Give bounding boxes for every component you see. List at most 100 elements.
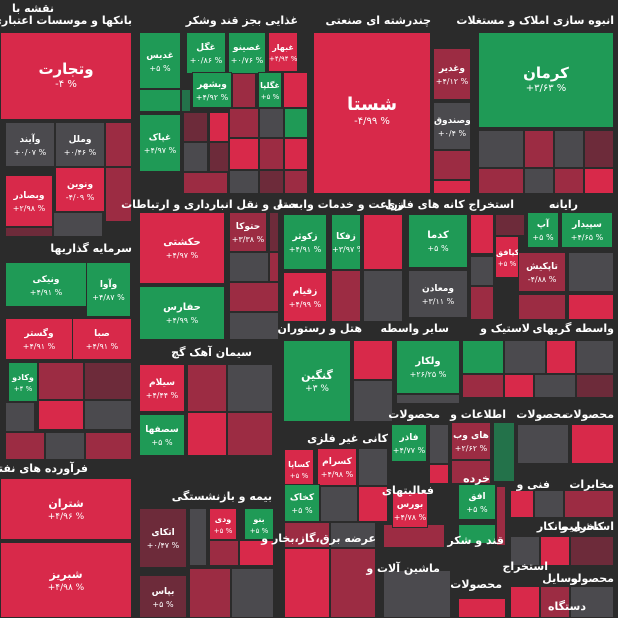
treemap-cell[interactable] xyxy=(259,170,284,194)
treemap-cell[interactable] xyxy=(229,170,259,194)
treemap-cell[interactable] xyxy=(105,122,132,167)
treemap-cell[interactable] xyxy=(554,130,584,168)
treemap-tile[interactable]: وتجارت -۴ % xyxy=(0,32,132,120)
treemap-tile[interactable]: فاذر +۴/۷۷ % xyxy=(391,424,427,462)
treemap-cell[interactable] xyxy=(5,402,35,432)
treemap-cell[interactable] xyxy=(510,490,534,518)
treemap-cell[interactable] xyxy=(239,540,274,566)
treemap-cell[interactable] xyxy=(183,112,208,142)
treemap-cell[interactable] xyxy=(209,540,239,566)
treemap-cell[interactable] xyxy=(5,227,53,237)
treemap-cell[interactable] xyxy=(183,142,208,172)
treemap-cell[interactable] xyxy=(584,168,614,194)
treemap-cell[interactable] xyxy=(284,108,308,138)
treemap-tile[interactable]: صبا +۴/۹۱ % xyxy=(72,318,132,360)
treemap-cell[interactable] xyxy=(232,72,256,108)
treemap-cell[interactable] xyxy=(495,214,525,236)
treemap-cell[interactable] xyxy=(458,598,506,618)
treemap-cell[interactable] xyxy=(320,486,358,522)
treemap-cell[interactable] xyxy=(229,138,259,170)
treemap-tile[interactable]: ونیکی +۴/۹۱ % xyxy=(5,262,87,307)
treemap-cell[interactable] xyxy=(470,256,494,286)
treemap-tile[interactable]: غگل +۰/۸۶ % xyxy=(186,32,226,74)
treemap-tile[interactable]: حفارس +۴/۹۹ % xyxy=(139,286,225,340)
treemap-cell[interactable] xyxy=(524,168,554,194)
treemap-cell[interactable] xyxy=(229,108,259,138)
treemap-cell[interactable] xyxy=(576,340,614,374)
treemap-cell[interactable] xyxy=(330,548,376,618)
treemap-tile[interactable]: وکادو +۴ % xyxy=(8,362,38,402)
treemap-tile[interactable]: افق +۵ % xyxy=(458,484,496,520)
treemap-cell[interactable] xyxy=(363,214,403,270)
treemap-cell[interactable] xyxy=(181,89,191,112)
treemap-tile[interactable]: سپیدار +۴/۶۵ % xyxy=(561,212,613,248)
treemap-tile[interactable]: بنو +۵ % xyxy=(244,508,274,540)
treemap-tile[interactable]: ودی +۵ % xyxy=(209,508,237,540)
treemap-cell[interactable] xyxy=(383,524,445,548)
treemap-cell[interactable] xyxy=(209,112,229,142)
treemap-cell[interactable] xyxy=(571,424,614,464)
treemap-cell[interactable] xyxy=(284,170,308,194)
treemap-cell[interactable] xyxy=(227,412,273,456)
treemap-cell[interactable] xyxy=(496,486,506,546)
treemap-cell[interactable] xyxy=(269,252,279,282)
treemap-tile[interactable]: شتران +۴/۹۶ % xyxy=(0,478,132,540)
treemap-tile[interactable]: تاپکیش -۴/۸۸ % xyxy=(518,252,566,292)
treemap-cell[interactable] xyxy=(570,536,614,566)
treemap-tile[interactable]: زفکا +۳/۹۷ % xyxy=(331,214,361,270)
treemap-tile[interactable]: وگستر +۴/۹۱ % xyxy=(5,318,73,360)
treemap-cell[interactable] xyxy=(259,138,284,170)
treemap-cell[interactable] xyxy=(105,167,132,222)
treemap-tile[interactable]: غدیس +۵ % xyxy=(139,32,181,89)
treemap-tile[interactable]: حکشتی +۴/۹۷ % xyxy=(139,212,225,284)
treemap-cell[interactable] xyxy=(284,138,308,170)
treemap-cell[interactable] xyxy=(259,108,284,138)
treemap-cell[interactable] xyxy=(470,214,494,254)
treemap-tile[interactable]: بورس +۴/۷۸ % xyxy=(392,492,428,528)
treemap-tile[interactable]: شستا -۴/۹۹ % xyxy=(313,32,431,194)
treemap-cell[interactable] xyxy=(546,340,576,374)
treemap-cell[interactable] xyxy=(517,424,569,464)
treemap-cell[interactable] xyxy=(229,312,279,340)
treemap-cell[interactable] xyxy=(470,286,494,320)
treemap-cell[interactable] xyxy=(358,448,388,486)
treemap-cell[interactable] xyxy=(189,568,231,618)
treemap-cell[interactable] xyxy=(510,536,540,566)
treemap-cell[interactable] xyxy=(534,374,576,398)
treemap-tile[interactable]: شبریز +۴/۹۸ % xyxy=(0,542,132,618)
treemap-tile[interactable]: ونوین -۴/۰۹ % xyxy=(55,167,105,212)
treemap-cell[interactable] xyxy=(383,570,451,618)
treemap-cell[interactable] xyxy=(84,400,132,430)
treemap-cell[interactable] xyxy=(570,586,614,618)
treemap-tile[interactable]: ومعادن +۳/۱۱ % xyxy=(408,270,468,318)
treemap-cell[interactable] xyxy=(518,294,566,320)
treemap-cell[interactable] xyxy=(84,362,132,400)
treemap-cell[interactable] xyxy=(353,380,393,422)
treemap-cell[interactable] xyxy=(568,294,614,320)
treemap-cell[interactable] xyxy=(568,252,614,292)
treemap-tile[interactable]: زکوثر +۴/۹۱ % xyxy=(283,214,327,270)
treemap-cell[interactable] xyxy=(53,212,103,237)
treemap-tile[interactable]: ولکار +۲۶/۲۵ % xyxy=(396,340,460,394)
treemap-cell[interactable] xyxy=(5,432,45,460)
treemap-cell[interactable] xyxy=(584,130,614,168)
treemap-cell[interactable] xyxy=(433,150,471,180)
treemap-cell[interactable] xyxy=(458,524,496,544)
treemap-tile[interactable]: بپاس +۵ % xyxy=(139,575,187,618)
treemap-tile[interactable]: کرمان +۳/۶۳ % xyxy=(478,32,614,128)
treemap-tile[interactable]: های وب +۲/۶۲ % xyxy=(451,422,491,460)
treemap-tile[interactable]: آپ +۵ % xyxy=(527,212,559,248)
treemap-tile[interactable]: کسرام +۴/۹۸ % xyxy=(317,448,357,486)
treemap-tile[interactable]: کیافق +۵ % xyxy=(495,236,519,278)
treemap-tile[interactable]: وغدیر +۴/۱۲ % xyxy=(433,48,471,100)
treemap-tile[interactable]: زقیام +۴/۹۹ % xyxy=(283,272,327,322)
treemap-tile[interactable]: غصینو +۰/۷۶ % xyxy=(228,32,266,74)
treemap-cell[interactable] xyxy=(189,508,207,566)
treemap-cell[interactable] xyxy=(524,130,554,168)
treemap-cell[interactable] xyxy=(493,422,515,482)
treemap-cell[interactable] xyxy=(187,412,227,456)
treemap-tile[interactable]: گنگین +۳ % xyxy=(283,340,351,422)
treemap-cell[interactable] xyxy=(433,180,471,194)
treemap-tile[interactable]: وآیند +۰/۰۷ % xyxy=(5,122,55,167)
treemap-tile[interactable]: حتوکا +۳/۳۸ % xyxy=(229,212,267,252)
